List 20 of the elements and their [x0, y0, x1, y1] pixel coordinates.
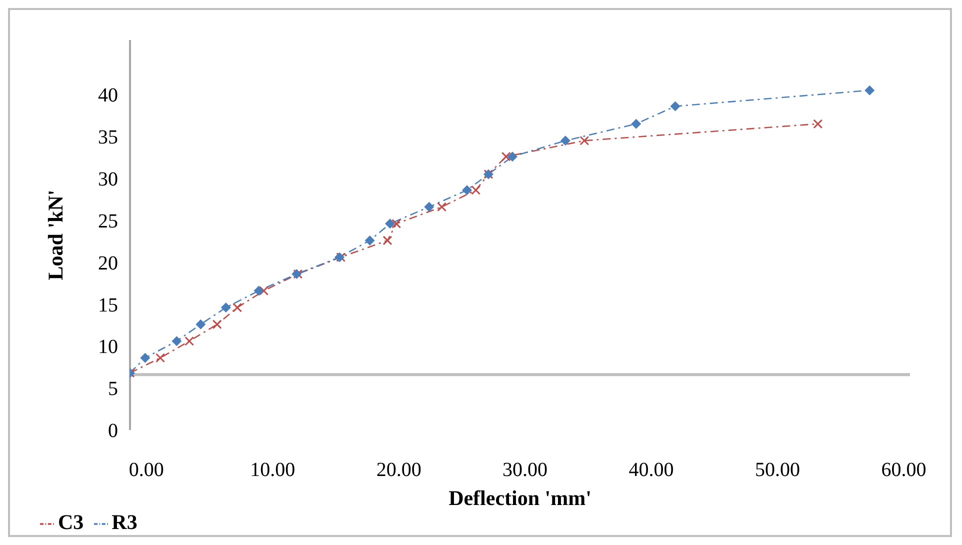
x-tick-label: 60.00	[881, 459, 926, 482]
x-tick-label: 40.00	[628, 459, 674, 482]
x-tick-label: 30.00	[502, 459, 548, 482]
x-tick-label: 20.00	[376, 459, 422, 482]
y-axis-title: Load 'kN'	[43, 190, 68, 280]
y-tick-label: 10	[98, 336, 118, 358]
y-tick-label: 25	[98, 210, 118, 232]
y-tick-label: 0	[108, 420, 118, 442]
y-tick-label: 20	[98, 252, 118, 274]
legend-label: R3	[112, 510, 138, 534]
y-tick-label: 30	[98, 168, 118, 190]
y-tick-label: 5	[108, 378, 118, 400]
x-tick-label: 0.00	[128, 459, 164, 482]
x-axis-title: Deflection 'mm'	[448, 486, 592, 510]
y-tick-label: 40	[98, 84, 118, 107]
legend-label: C3	[58, 510, 84, 534]
y-tick-label: 35	[98, 126, 118, 149]
x-tick-label: 50.00	[754, 459, 800, 482]
x-tick-label: 10.00	[250, 459, 296, 482]
y-tick-label: 15	[98, 294, 118, 316]
